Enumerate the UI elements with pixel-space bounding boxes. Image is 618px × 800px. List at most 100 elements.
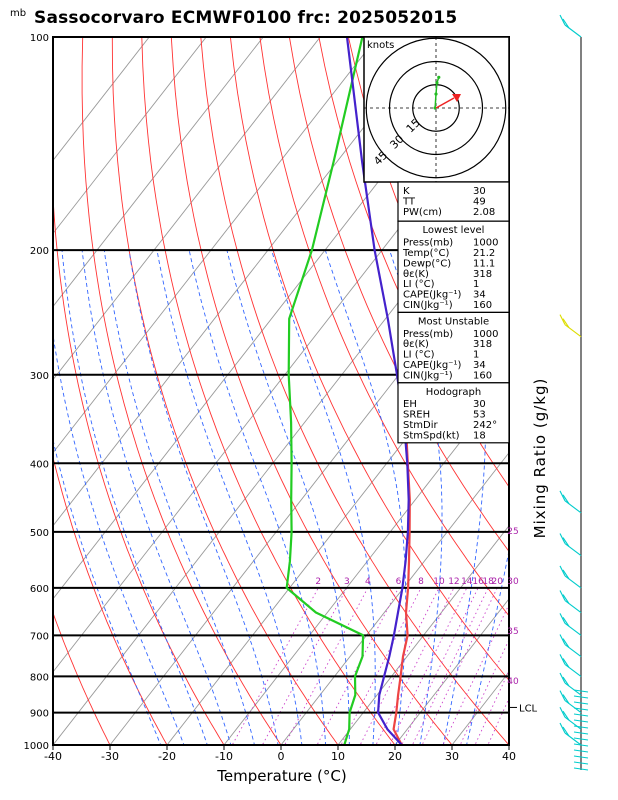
hodograph-trace xyxy=(434,77,440,109)
moist-adiabat xyxy=(53,438,162,745)
table-row-label: PW(cm) xyxy=(403,207,442,218)
parcel-line xyxy=(345,37,410,745)
moist-adiabat xyxy=(156,250,303,745)
pressure-tick-label: 400 xyxy=(30,459,49,470)
wind-barb-flag xyxy=(562,318,570,328)
wind-barb xyxy=(564,600,582,613)
table-row-value: 49 xyxy=(473,196,486,207)
table-section-header: Hodograph xyxy=(426,387,481,398)
wind-barb-flag xyxy=(559,533,566,544)
mixing-ratio-line xyxy=(261,587,348,745)
dry-adiabat xyxy=(614,37,618,760)
dry-adiabat xyxy=(259,37,509,617)
wind-barb-low xyxy=(573,695,589,699)
moist-adiabat xyxy=(442,249,487,745)
isotherm xyxy=(109,232,509,745)
pressure-tick-label: 200 xyxy=(30,246,49,257)
pressure-tick-label: 500 xyxy=(30,528,49,539)
hodograph-point xyxy=(434,92,438,96)
table-row-value: 1 xyxy=(473,350,479,361)
isotherm xyxy=(554,5,618,760)
mixing-ratio-line xyxy=(389,587,468,745)
wind-barb-flag xyxy=(559,672,566,684)
temperature-tick-label: -10 xyxy=(215,750,233,763)
moist-adiabat xyxy=(103,250,255,745)
mixing-ratio-line xyxy=(284,587,369,745)
moist-adiabat xyxy=(466,548,509,745)
isotherm xyxy=(53,37,150,162)
wind-barb-flag xyxy=(559,14,566,26)
moist-adiabat xyxy=(53,331,185,745)
dry-adiabat xyxy=(585,37,618,760)
wind-barb-flag xyxy=(562,658,570,668)
table-row-label: CIN(Jkg⁻¹) xyxy=(403,300,453,311)
wind-barb-low xyxy=(573,761,589,765)
wind-barb-low xyxy=(573,701,589,705)
table-row-label: Press(mb) xyxy=(403,238,453,249)
dry-adiabat xyxy=(53,37,225,745)
moist-adiabat xyxy=(61,250,208,745)
table-row-label: Dewp(°C) xyxy=(403,258,451,269)
mixing-ratio-label: 3 xyxy=(344,577,350,587)
pressure-tick-label: 900 xyxy=(30,709,49,720)
dry-adiabat xyxy=(200,37,509,745)
wind-barb-flag xyxy=(562,638,570,648)
pressure-tick-label: 1000 xyxy=(24,741,49,752)
temperature-tick-label: 10 xyxy=(331,750,345,763)
dry-adiabat xyxy=(53,455,168,745)
wind-barb-flag xyxy=(562,18,570,29)
dry-adiabat xyxy=(555,37,618,760)
table-row-label: TT xyxy=(402,196,416,207)
table-row-label: CAPE(Jkg⁻¹) xyxy=(403,290,461,301)
wind-barb-flag xyxy=(562,494,570,505)
table-section xyxy=(397,181,510,222)
wind-barb-low xyxy=(573,689,589,693)
wind-barb xyxy=(564,700,582,714)
isotherm xyxy=(53,37,207,235)
table-row-value: 1000 xyxy=(473,238,498,249)
wind-barb-flag xyxy=(559,706,566,718)
wind-barb xyxy=(564,732,582,746)
wind-barb-low xyxy=(573,725,589,729)
hodograph-unit: knots xyxy=(367,40,394,51)
dry-adiabat xyxy=(111,37,339,745)
temperature-tick-labels: -40 -30 -20 -10 0 10 20 30 40 xyxy=(44,745,516,763)
wind-barb xyxy=(564,622,582,636)
temperature-tick-label: 40 xyxy=(502,750,516,763)
table-row-value: 2.08 xyxy=(473,207,495,218)
table-row-label: CAPE(Jkg⁻¹) xyxy=(403,360,461,371)
dry-adiabat xyxy=(495,37,509,73)
wind-barb-flag xyxy=(562,617,570,627)
moist-adiabat xyxy=(271,249,376,745)
mixing-ratio-line xyxy=(316,587,399,745)
wind-barb-flag xyxy=(559,690,566,701)
wind-barb-low xyxy=(573,743,589,747)
wind-barb-flag xyxy=(562,676,570,687)
mixing-ratio-label: 18 xyxy=(482,577,494,587)
mixing-ratio-axis-label: Mixing Ratio (g/kg) xyxy=(531,378,549,539)
table-row-label: K xyxy=(403,186,410,197)
lcl-label: LCL xyxy=(519,703,538,714)
storm-motion-arrow xyxy=(435,97,455,109)
wind-barb xyxy=(564,324,582,338)
wind-barb-low xyxy=(573,767,589,771)
wind-barb xyxy=(564,682,582,696)
wind-barb-low xyxy=(573,731,589,735)
hodograph-point xyxy=(437,75,441,79)
wind-barb xyxy=(564,575,582,589)
hodograph-point xyxy=(433,106,437,110)
dry-adiabat xyxy=(170,37,453,745)
table-row-value: 21.2 xyxy=(473,248,495,259)
pressure-tick-label: 700 xyxy=(30,631,49,642)
dry-adiabat xyxy=(288,37,509,553)
mixing-ratio-label: 16 xyxy=(472,577,484,587)
isotherm xyxy=(53,159,509,745)
wind-barb xyxy=(564,543,582,556)
moist-adiabat xyxy=(324,249,407,745)
wind-barb xyxy=(564,663,582,677)
mixing-ratio-label: 40 xyxy=(507,677,519,687)
pressure-tick-labels: 100 200 300 400 500 600 700 800 900 1000 xyxy=(24,33,49,752)
wind-barb-flag xyxy=(562,569,570,580)
